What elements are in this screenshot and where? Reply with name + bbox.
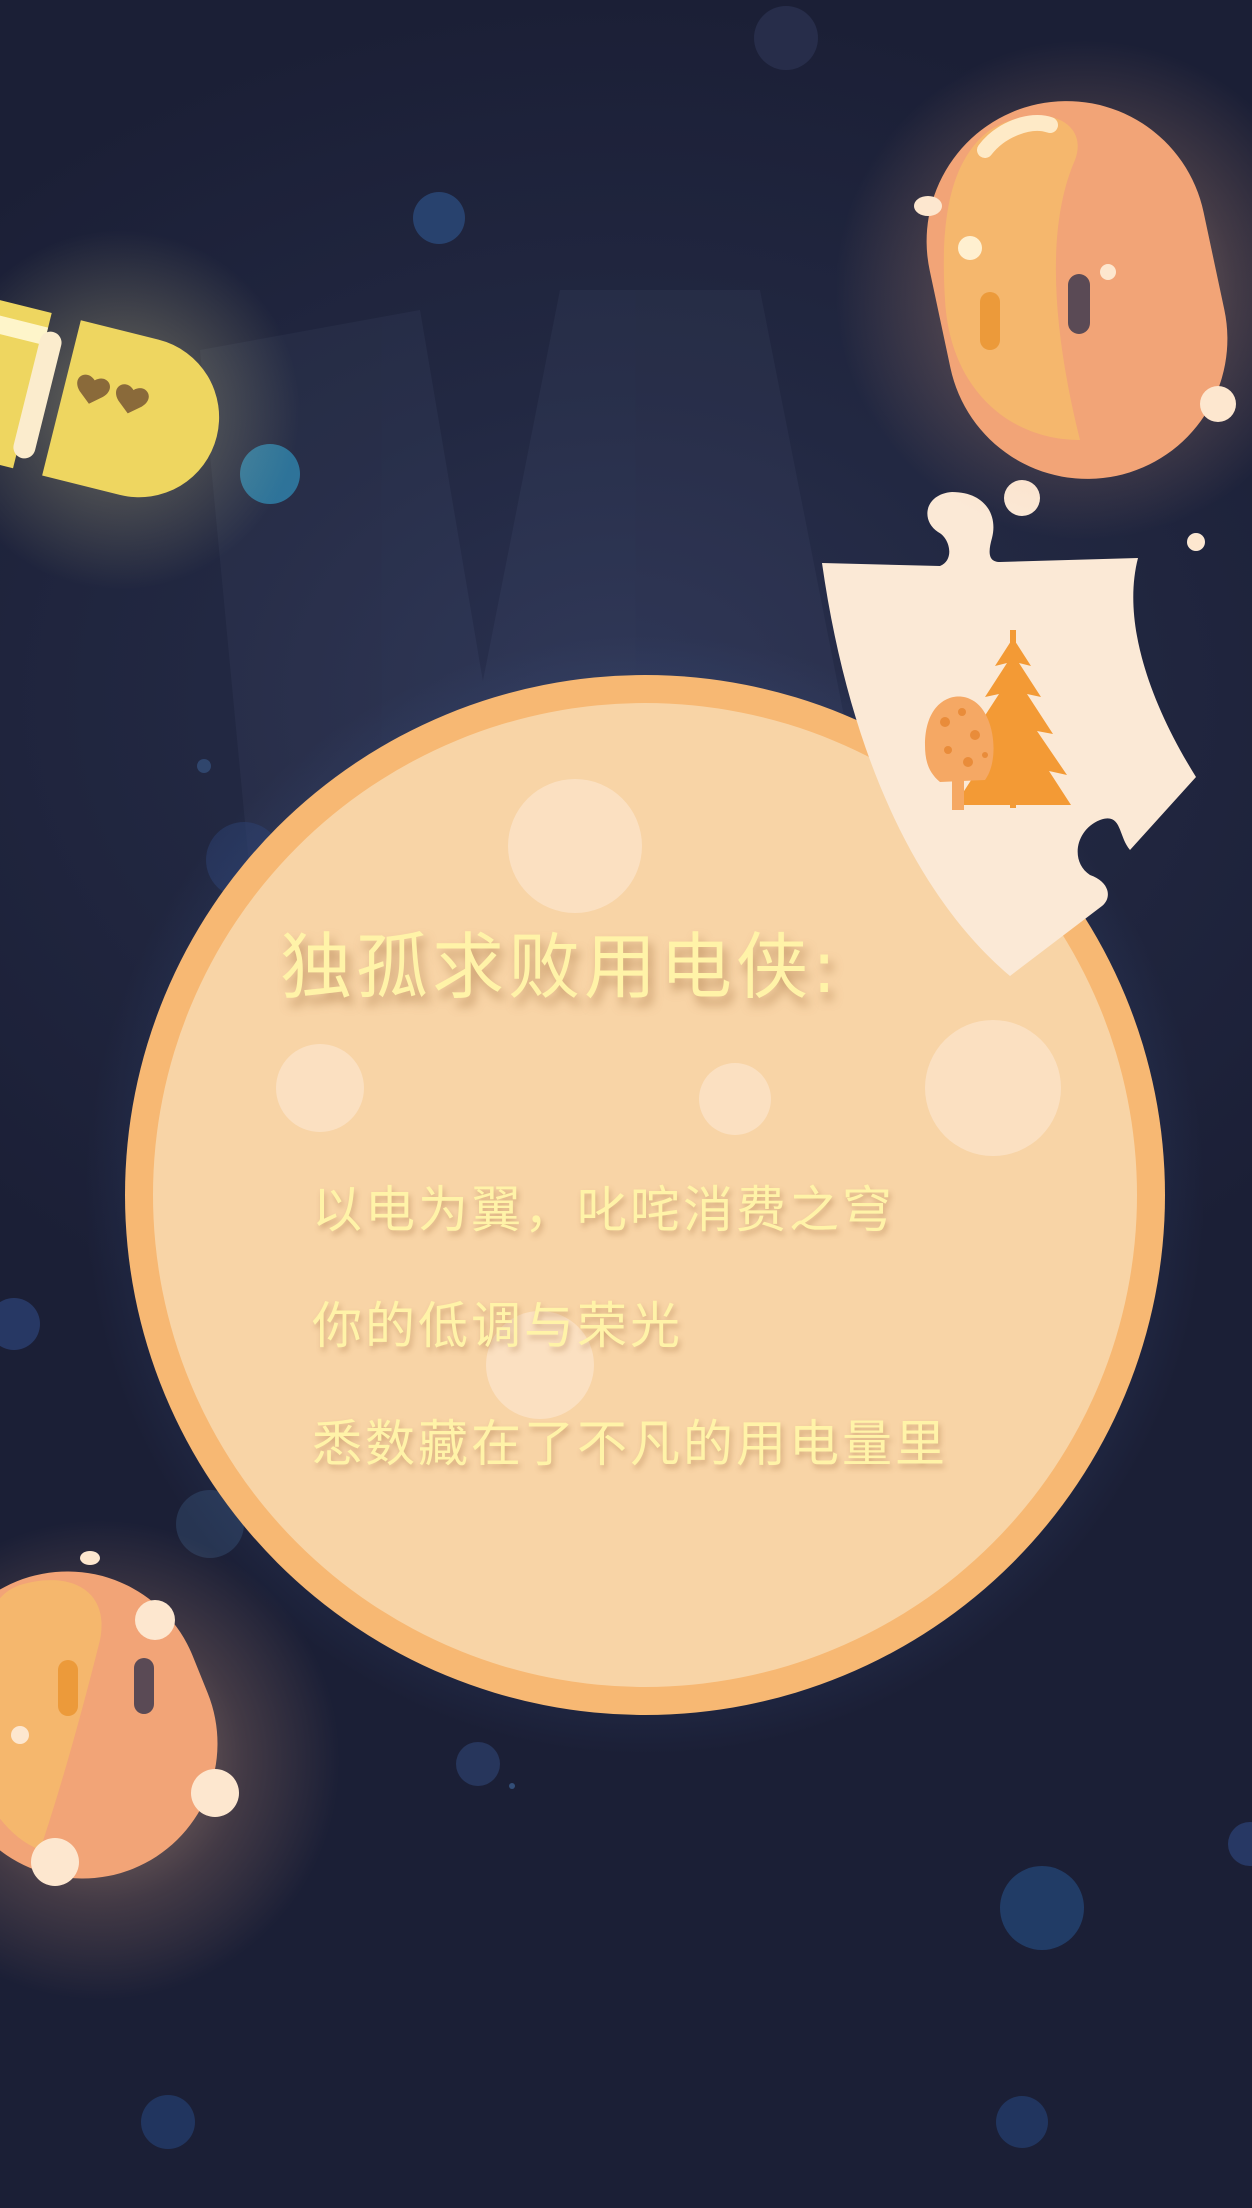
yellow-capsule-character <box>0 230 300 590</box>
poster-line-3: 悉数藏在了不凡的用电量里 <box>312 1415 948 1473</box>
poster-line-2: 你的低调与荣光 <box>312 1297 683 1355</box>
orange-bean-character-bottom <box>0 1520 340 2000</box>
moon-craters <box>276 779 1061 1419</box>
poster-line-1: 以电为翼，叱咤消费之穹 <box>312 1181 895 1239</box>
orange-bean-character-top <box>835 40 1252 550</box>
mushroom-icon <box>925 696 994 810</box>
poster-title: 独孤求败用电侠: <box>280 925 841 1009</box>
puzzle-piece <box>822 480 1205 976</box>
moon <box>125 675 1165 1715</box>
